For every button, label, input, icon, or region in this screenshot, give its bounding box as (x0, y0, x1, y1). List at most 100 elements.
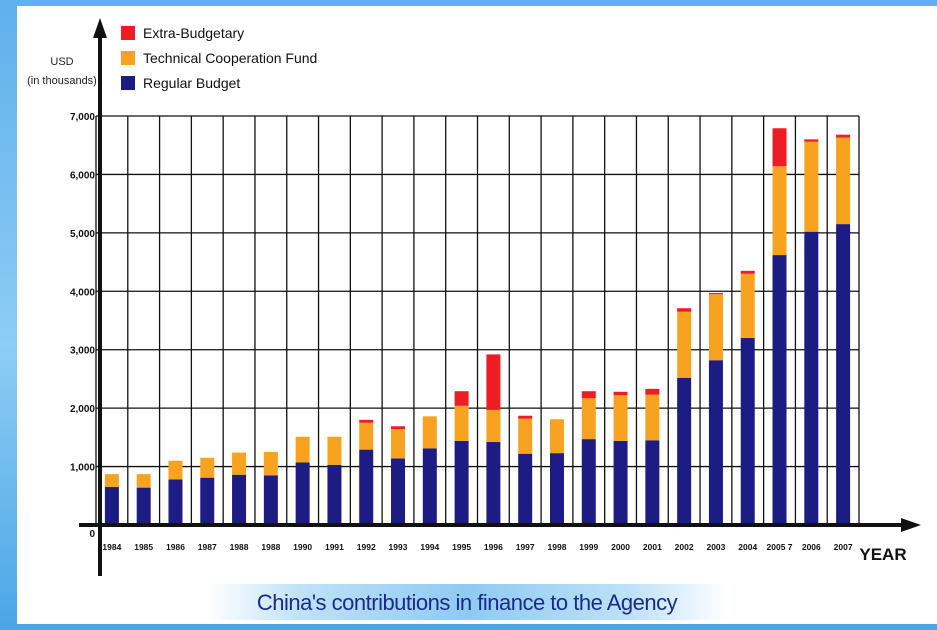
x-tick-label: 1987 (198, 542, 217, 552)
bar-extra-budgetary-1993 (391, 426, 406, 430)
y-tick-label: 7,000 (70, 112, 95, 123)
x-tick-label: 1999 (579, 542, 598, 552)
y-axis-sublabel: (in thousands) (27, 75, 97, 87)
bar-technical-cooperation-fund-2003 (708, 294, 723, 361)
x-tick-label: 1991 (325, 542, 344, 552)
caption-band (207, 584, 727, 620)
x-tick-label: 2004 (738, 542, 757, 552)
x-tick-label: 1985 (134, 542, 153, 552)
bar-technical-cooperation-fund-1998 (549, 419, 564, 454)
bar-technical-cooperation-fund-2007 (836, 137, 851, 225)
bar-technical-cooperation-fund-2002 (677, 311, 692, 378)
x-tick-label: 1997 (516, 542, 535, 552)
legend-swatch (121, 76, 135, 90)
bar-technical-cooperation-fund-2000 (613, 395, 628, 441)
bar-extra-budgetary-2007 (836, 134, 851, 138)
x-tick-label: 2003 (706, 542, 725, 552)
bar-regular-budget-1997 (518, 453, 533, 525)
legend-swatch (121, 26, 135, 40)
bar-technical-cooperation-fund-2005-7 (772, 166, 787, 256)
bar-regular-budget-1992 (359, 449, 374, 525)
bar-technical-cooperation-fund-1984 (104, 474, 119, 488)
bar-regular-budget-1999 (581, 439, 596, 525)
bar-extra-budgetary-2005-7 (772, 128, 787, 167)
bar-technical-cooperation-fund-1987 (200, 457, 215, 478)
bar-regular-budget-2007 (836, 224, 851, 526)
bar-technical-cooperation-fund-1999 (581, 398, 596, 440)
bar-extra-budgetary-2001 (645, 388, 660, 395)
bar-technical-cooperation-fund-1985 (136, 474, 151, 488)
x-tick-label: 1996 (484, 542, 503, 552)
bar-extra-budgetary-1997 (518, 415, 533, 419)
x-tick-label: 1995 (452, 542, 471, 552)
bars (104, 128, 851, 526)
x-tick-label: 2000 (611, 542, 630, 552)
bar-technical-cooperation-fund-2004 (740, 273, 755, 339)
bar-extra-budgetary-2002 (677, 308, 692, 312)
y-tick-label: 5,000 (70, 229, 95, 240)
x-axis-arrow-icon (901, 518, 921, 532)
bar-regular-budget-1994 (422, 448, 437, 525)
y-axis-label: USD (50, 56, 73, 68)
x-tick-label: 2001 (643, 542, 662, 552)
bar-extra-budgetary-2004 (740, 270, 755, 274)
x-tick-label: 1993 (389, 542, 408, 552)
bar-regular-budget-1987 (200, 477, 215, 525)
x-tick-label: 2007 (834, 542, 853, 552)
bar-technical-cooperation-fund-1986 (168, 460, 183, 480)
x-tick-label: 2006 (802, 542, 821, 552)
chart-caption: China's contributions in finance to the … (256, 590, 678, 615)
y-tick-label: 1,000 (70, 463, 95, 474)
bar-technical-cooperation-fund-1992 (359, 422, 374, 450)
legend-swatch (121, 51, 135, 65)
bar-technical-cooperation-fund-2001 (645, 394, 660, 441)
bar-extra-budgetary-2006 (804, 139, 819, 142)
legend: Extra-Budgetary Technical Cooperation Fun… (121, 25, 317, 91)
bar-extra-budgetary-1992 (359, 419, 374, 423)
bar-regular-budget-1995 (454, 440, 469, 525)
x-tick-labels: 1984 1985 1986 1987 1988 1988 1990 1991 1992 1993… (102, 542, 852, 552)
bar-extra-budgetary-1996 (486, 354, 501, 410)
stacked-bar-chart: 0 1,000 2,000 3,000 4,000 5,000 6,000 7,000 198… (27, 18, 921, 576)
bar-regular-budget-1988 (232, 474, 247, 525)
bar-regular-budget-2004 (740, 338, 755, 525)
bar-regular-budget-1993 (391, 458, 406, 525)
x-tick-label: 1986 (166, 542, 185, 552)
bar-technical-cooperation-fund-1988 (232, 452, 247, 475)
bar-extra-budgetary-1995 (454, 391, 469, 406)
bar-regular-budget-1996 (486, 442, 501, 525)
x-tick-label: 1990 (293, 542, 312, 552)
bar-regular-budget-2000 (613, 440, 628, 525)
bar-extra-budgetary-1999 (581, 391, 596, 399)
bar-technical-cooperation-fund-1993 (391, 429, 406, 459)
bar-regular-budget-2003 (708, 360, 723, 525)
legend-label: Regular Budget (143, 75, 240, 91)
bar-regular-budget-2001 (645, 440, 660, 525)
x-axis-label: YEAR (859, 545, 906, 564)
grid (95, 115, 860, 525)
bar-regular-budget-1986 (168, 479, 183, 525)
bar-extra-budgetary-2000 (613, 391, 628, 396)
bar-regular-budget-1990 (295, 462, 310, 525)
bar-technical-cooperation-fund-2006 (804, 141, 819, 232)
y-tick-labels: 0 1,000 2,000 3,000 4,000 5,000 6,000 7,000 (70, 112, 95, 540)
y-tick-label: 2,000 (70, 404, 95, 415)
bar-technical-cooperation-fund-1994 (422, 416, 437, 449)
bar-regular-budget-1984 (104, 487, 119, 525)
bar-extra-budgetary-2003 (708, 293, 723, 295)
legend-label: Technical Cooperation Fund (143, 50, 317, 66)
bar-regular-budget-2005-7 (772, 255, 787, 525)
bar-technical-cooperation-fund-1988 (263, 451, 278, 476)
y-tick-label: 3,000 (70, 346, 95, 357)
slide: 0 1,000 2,000 3,000 4,000 5,000 6,000 7,000 198… (17, 6, 937, 624)
x-tick-label: 1984 (102, 542, 121, 552)
x-tick-label: 1988 (230, 542, 249, 552)
x-tick-label: 1998 (548, 542, 567, 552)
y-tick-label: 4,000 (70, 287, 95, 298)
bar-regular-budget-2006 (804, 231, 819, 525)
x-tick-label: 2005 7 (767, 542, 793, 552)
bar-technical-cooperation-fund-1995 (454, 405, 469, 441)
axes (79, 18, 921, 576)
bar-regular-budget-1985 (136, 487, 151, 525)
bar-regular-budget-1991 (327, 464, 342, 525)
